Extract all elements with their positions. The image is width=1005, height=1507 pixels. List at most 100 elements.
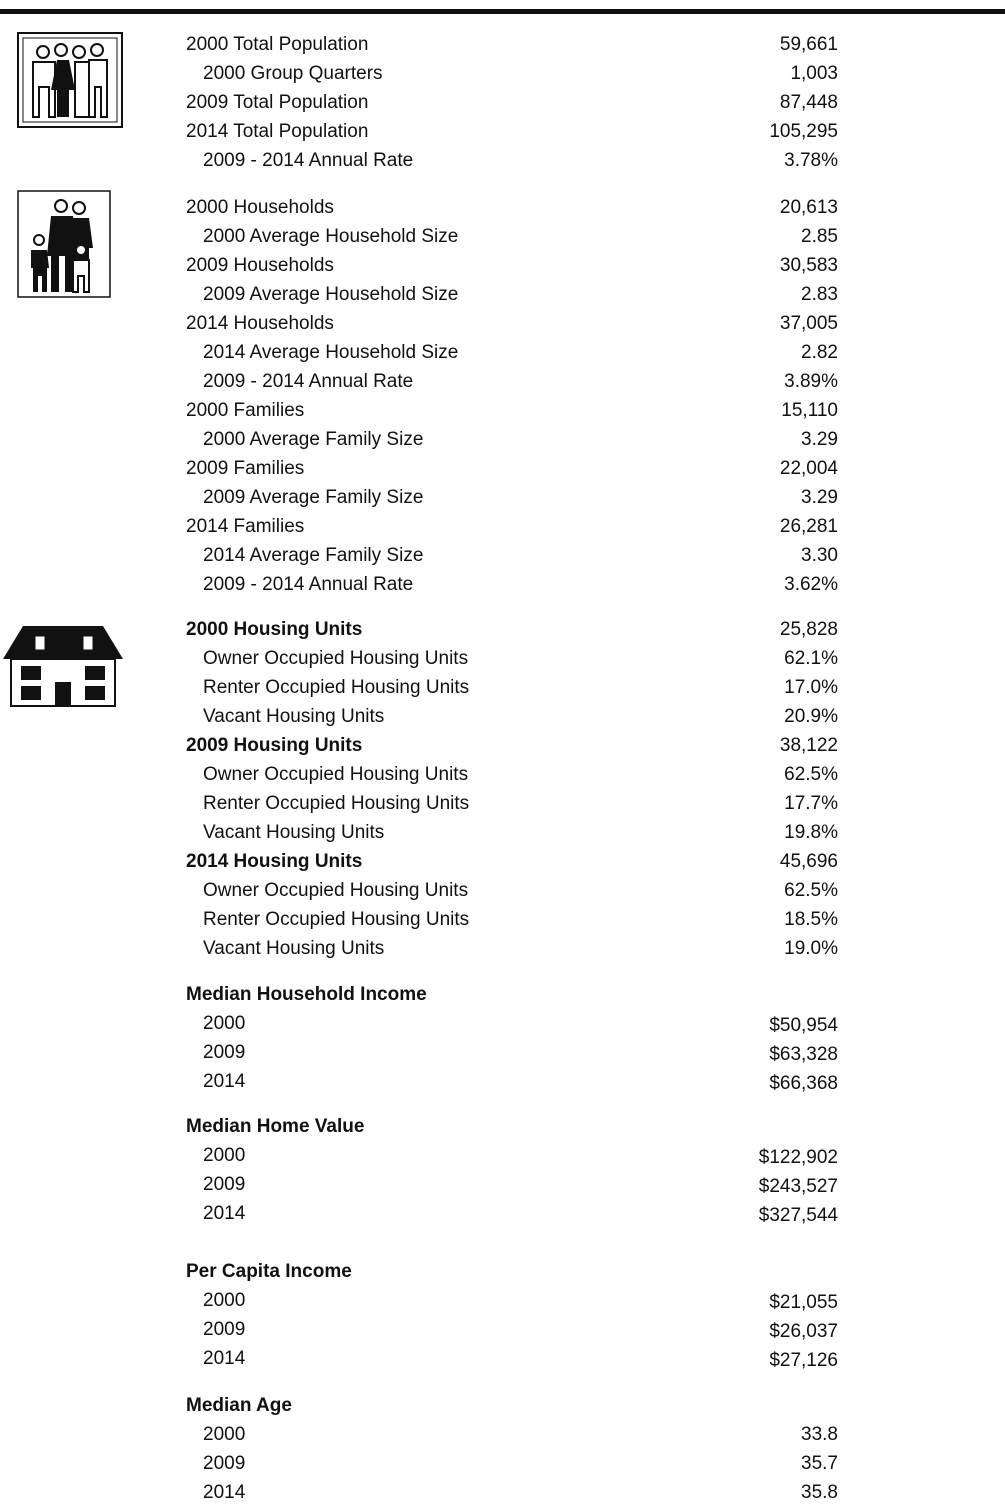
row-label: 2009 Households: [186, 255, 334, 276]
row-label: 2000 Average Household Size: [203, 226, 459, 247]
table-row: 2014 Housing Units 45,696: [0, 848, 1005, 876]
row-value: 62.5%: [784, 880, 838, 901]
row-label: 2014 Average Family Size: [203, 545, 424, 566]
table-row: 2014 $66,368: [0, 1068, 1005, 1096]
row-label: Vacant Housing Units: [203, 706, 385, 727]
table-row: 2009 Households 30,583: [0, 252, 1005, 280]
row-label: 2000: [203, 1145, 246, 1166]
row-label: Median Age: [186, 1395, 292, 1416]
row-label: 2009 - 2014 Annual Rate: [203, 150, 414, 171]
row-value: $327,544: [758, 1205, 838, 1226]
top-rule: [0, 9, 1005, 14]
housing-icon: [3, 626, 123, 707]
row-value: 17.0%: [784, 677, 838, 698]
table-row: 2014 35.8: [0, 1479, 1005, 1507]
table-row: 2009 Families 22,004: [0, 455, 1005, 483]
row-value: 19.0%: [784, 938, 838, 959]
row-value: $21,055: [769, 1292, 838, 1313]
row-label: 2000 Households: [186, 197, 334, 218]
table-row: 2000 33.8: [0, 1421, 1005, 1449]
row-value: 3.78%: [784, 150, 838, 171]
row-value: 15,110: [781, 400, 838, 421]
table-row: 2000 Households 20,613: [0, 194, 1005, 222]
row-value: 59,661: [779, 34, 838, 55]
table-row: Median Age: [0, 1392, 1005, 1420]
row-value: 22,004: [779, 458, 838, 479]
row-value: 105,295: [769, 121, 838, 142]
row-label: Vacant Housing Units: [203, 938, 385, 959]
row-value: 62.1%: [784, 648, 838, 669]
row-value: 2.85: [801, 226, 838, 247]
row-value: 3.29: [801, 487, 838, 508]
row-label: 2009 - 2014 Annual Rate: [203, 371, 414, 392]
row-label: 2009 Families: [186, 458, 305, 479]
row-label: 2014: [203, 1348, 246, 1369]
row-value: 87,448: [779, 92, 838, 113]
row-label: 2014 Households: [186, 313, 334, 334]
row-value: $63,328: [769, 1044, 838, 1065]
row-value: 18.5%: [784, 909, 838, 930]
households-icon: [17, 190, 111, 298]
row-label: 2014 Families: [186, 516, 305, 537]
row-label: 2000 Average Family Size: [203, 429, 424, 450]
row-value: 2.83: [801, 284, 838, 305]
row-label: Renter Occupied Housing Units: [203, 909, 470, 930]
row-value: 35.7: [801, 1453, 838, 1474]
row-label: 2009 Average Household Size: [203, 284, 459, 305]
row-label: 2000 Group Quarters: [203, 63, 383, 84]
row-label: 2009: [203, 1453, 246, 1474]
population-icon: [17, 32, 123, 128]
row-value: $26,037: [769, 1321, 838, 1342]
table-row: 2014 Households 37,005: [0, 310, 1005, 338]
table-row: Vacant Housing Units 19.8%: [0, 819, 1005, 847]
row-value: 3.30: [801, 545, 838, 566]
row-value: 37,005: [779, 313, 838, 334]
table-row: 2009 - 2014 Annual Rate 3.89%: [0, 368, 1005, 396]
row-label: 2009: [203, 1319, 246, 1340]
row-value: 3.89%: [784, 371, 838, 392]
row-value: 25,828: [779, 619, 838, 640]
row-label: 2009: [203, 1174, 246, 1195]
row-label: 2009 Housing Units: [186, 735, 363, 756]
row-label: 2014: [203, 1482, 246, 1503]
table-row: 2009 Average Family Size 3.29: [0, 484, 1005, 512]
row-label: 2000: [203, 1290, 246, 1311]
row-label: 2000 Families: [186, 400, 305, 421]
table-row: Median Home Value: [0, 1113, 1005, 1141]
table-row: 2009 $63,328: [0, 1039, 1005, 1067]
row-label: 2014 Housing Units: [186, 851, 363, 872]
row-value: $243,527: [758, 1176, 838, 1197]
table-row: 2009 $243,527: [0, 1171, 1005, 1199]
row-label: Per Capita Income: [186, 1261, 352, 1282]
row-label: 2014 Average Household Size: [203, 342, 459, 363]
row-value: 3.62%: [784, 574, 838, 595]
table-row: Median Household Income: [0, 981, 1005, 1009]
table-row: Vacant Housing Units 20.9%: [0, 703, 1005, 731]
row-label: Vacant Housing Units: [203, 822, 385, 843]
table-row: 2000 Group Quarters 1,003: [0, 60, 1005, 88]
row-value: 2.82: [801, 342, 838, 363]
table-row: 2009 - 2014 Annual Rate 3.62%: [0, 571, 1005, 599]
table-row: 2009 Average Household Size 2.83: [0, 281, 1005, 309]
row-label: 2009 - 2014 Annual Rate: [203, 574, 414, 595]
row-value: 20,613: [779, 197, 838, 218]
row-value: 19.8%: [784, 822, 838, 843]
row-value: 33.8: [801, 1424, 838, 1445]
row-value: 1,003: [790, 63, 838, 84]
row-label: Renter Occupied Housing Units: [203, 793, 470, 814]
table-row: 2000 $21,055: [0, 1287, 1005, 1315]
table-row: 2000 Housing Units 25,828: [0, 616, 1005, 644]
row-label: Owner Occupied Housing Units: [203, 764, 469, 785]
table-row: Owner Occupied Housing Units 62.5%: [0, 761, 1005, 789]
table-row: Owner Occupied Housing Units 62.5%: [0, 877, 1005, 905]
row-label: 2009 Average Family Size: [203, 487, 424, 508]
row-label: 2009: [203, 1042, 246, 1063]
table-row: 2014 Average Family Size 3.30: [0, 542, 1005, 570]
row-label: Median Home Value: [186, 1116, 365, 1137]
table-row: Renter Occupied Housing Units 17.0%: [0, 674, 1005, 702]
table-row: Renter Occupied Housing Units 18.5%: [0, 906, 1005, 934]
table-row: Per Capita Income: [0, 1258, 1005, 1286]
table-row: 2014 $327,544: [0, 1200, 1005, 1228]
row-label: 2014 Total Population: [186, 121, 369, 142]
